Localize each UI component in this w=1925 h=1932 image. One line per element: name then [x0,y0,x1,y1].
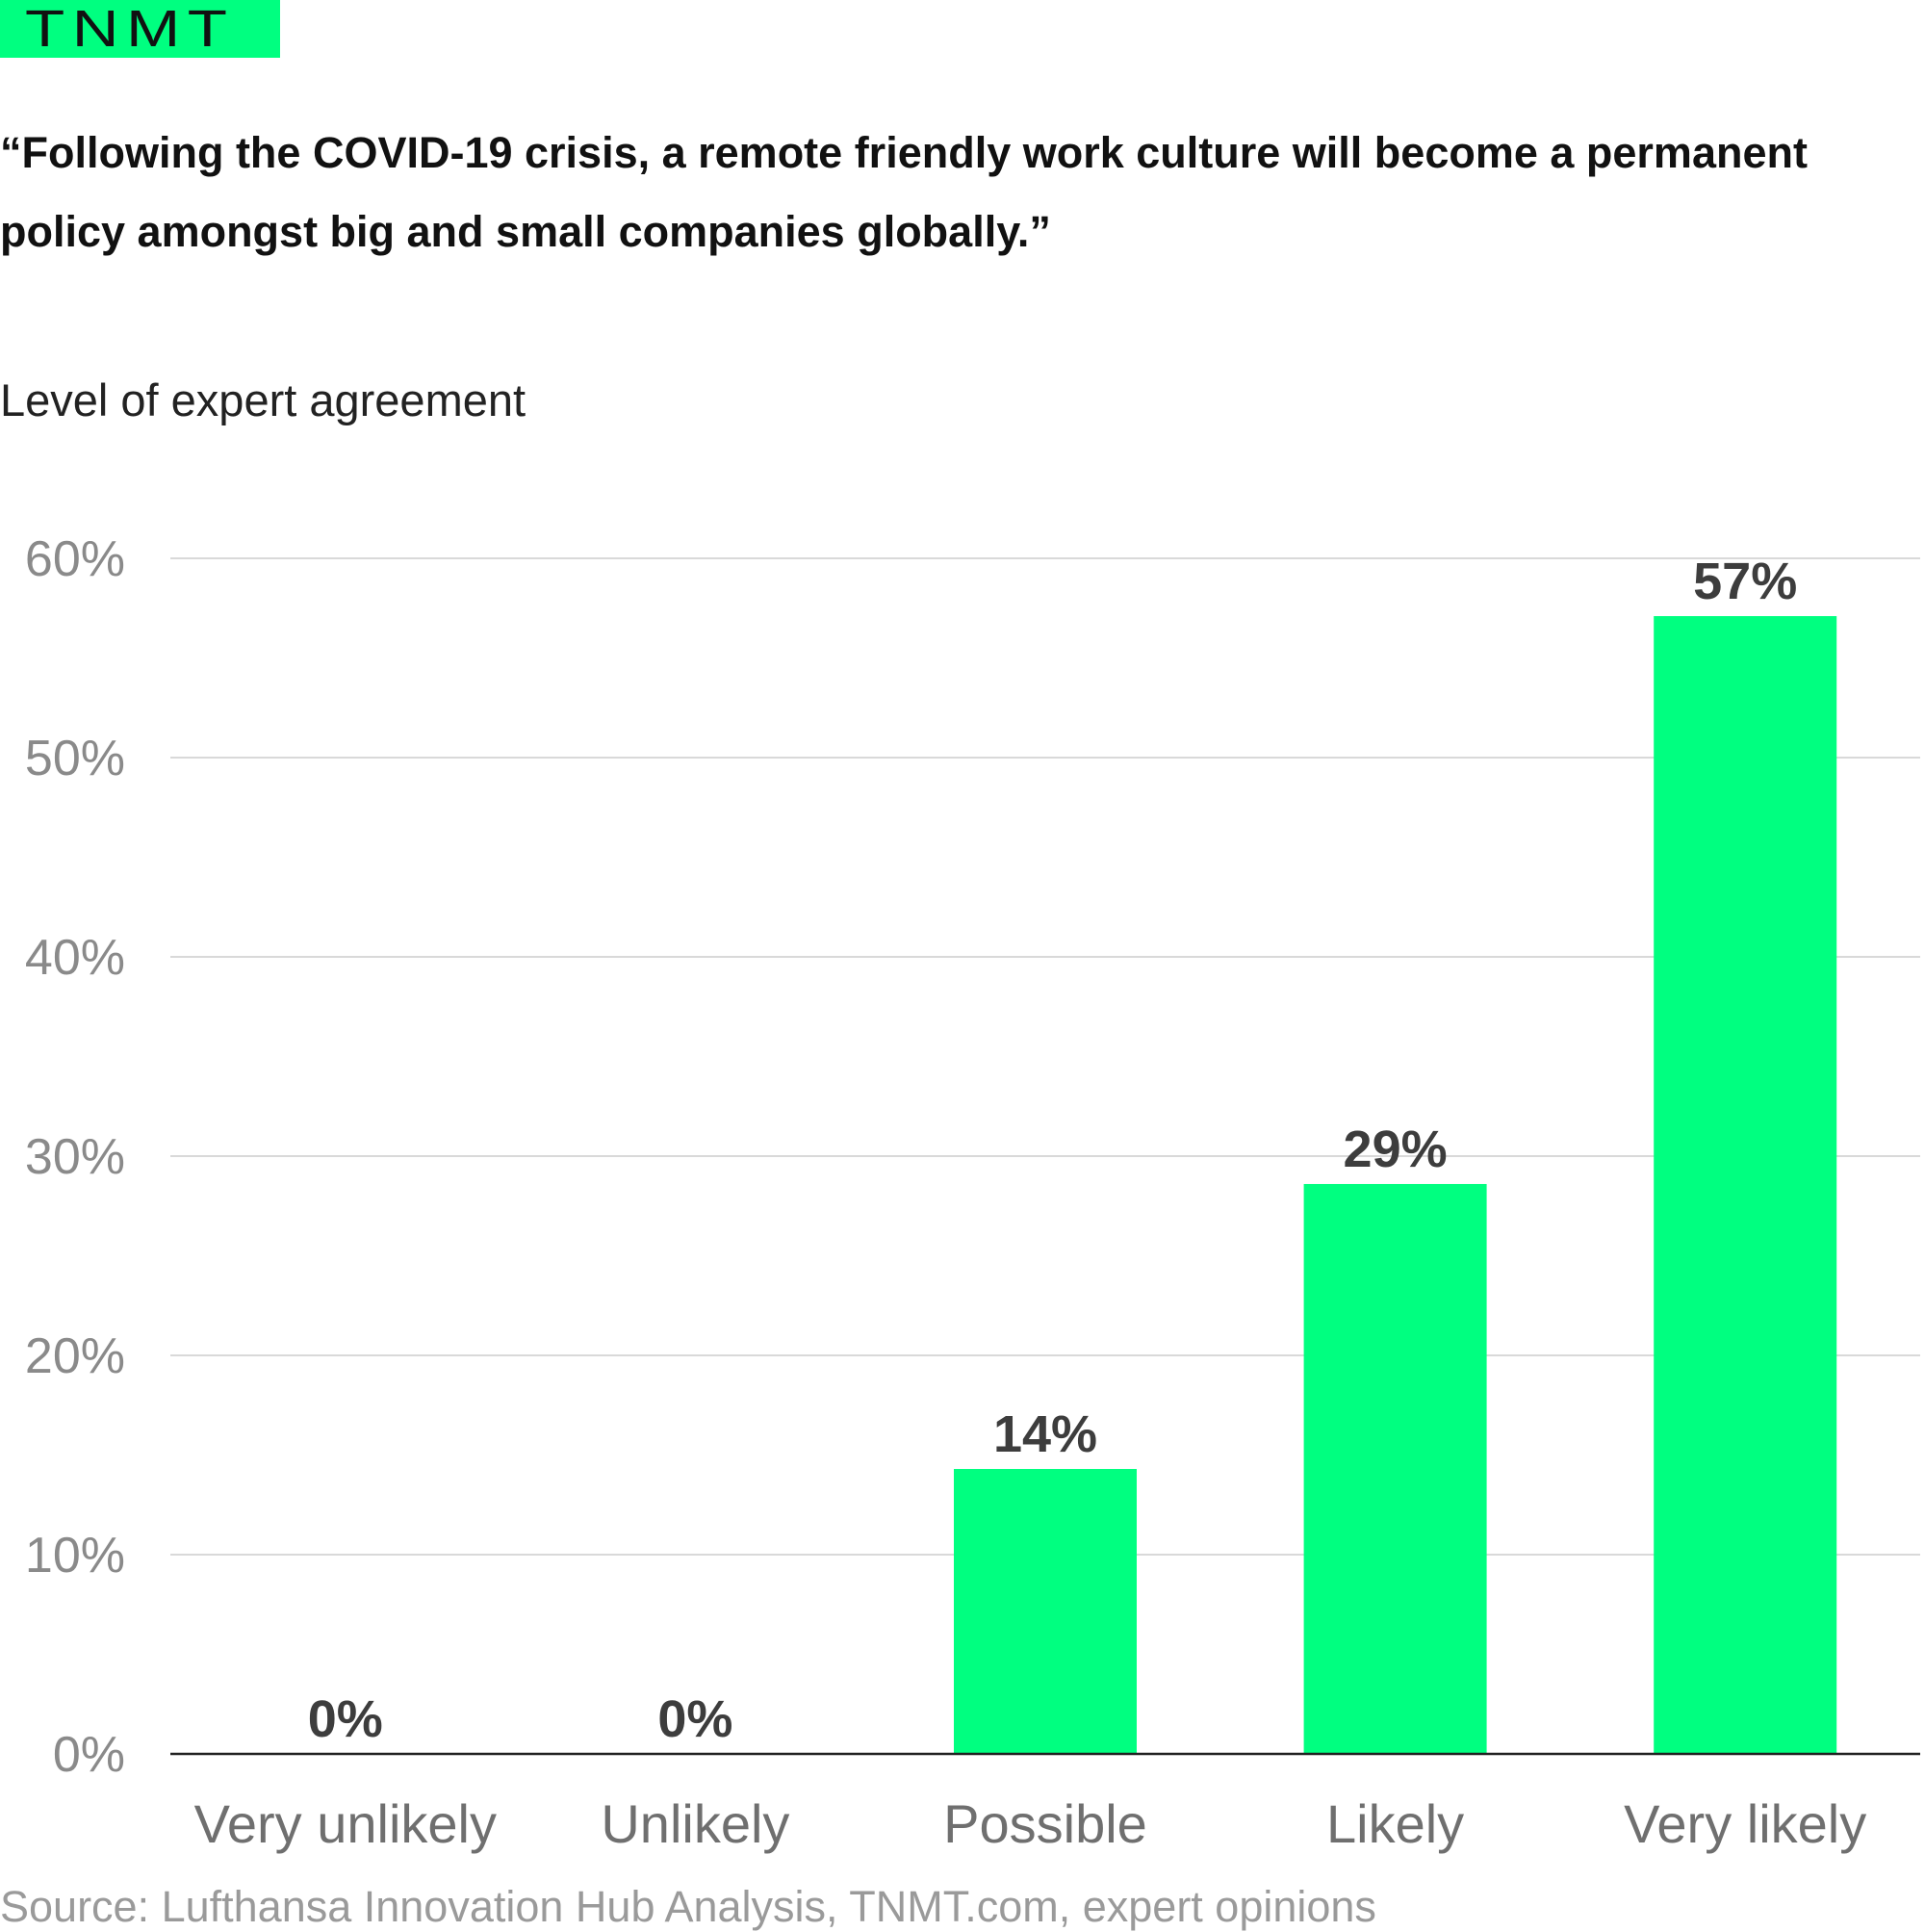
bar-value-label: 57% [1693,553,1797,610]
y-tick-label: 60% [25,531,125,587]
y-tick-label: 30% [25,1129,125,1185]
bar-value-label: 29% [1344,1121,1448,1178]
x-tick-label: Very unlikely [194,1793,497,1854]
logo-badge: TNMT [0,0,280,58]
bar-value-label: 0% [308,1690,383,1748]
y-tick-label: 0% [53,1727,125,1783]
chart-title: “Following the COVID-19 crisis, a remote… [0,128,1808,256]
bar-value-label: 0% [657,1690,732,1748]
bar [1303,1183,1487,1754]
y-tick-label: 20% [25,1328,125,1384]
y-tick-label: 10% [25,1528,125,1584]
x-tick-label: Likely [1326,1793,1464,1854]
y-tick-label: 50% [25,731,125,786]
chart-subtitle: Level of expert agreement [0,374,526,425]
bar [954,1468,1137,1754]
x-tick-label: Unlikely [601,1793,789,1854]
x-tick-label: Very likely [1624,1793,1866,1854]
y-tick-label: 40% [25,930,125,986]
source-note: Source: Lufthansa Innovation Hub Analysi… [0,1882,1376,1931]
x-tick-label: Possible [943,1793,1147,1854]
logo-text: TNMT [25,0,235,58]
bar-value-label: 14% [993,1405,1097,1463]
bar [1654,616,1837,1754]
